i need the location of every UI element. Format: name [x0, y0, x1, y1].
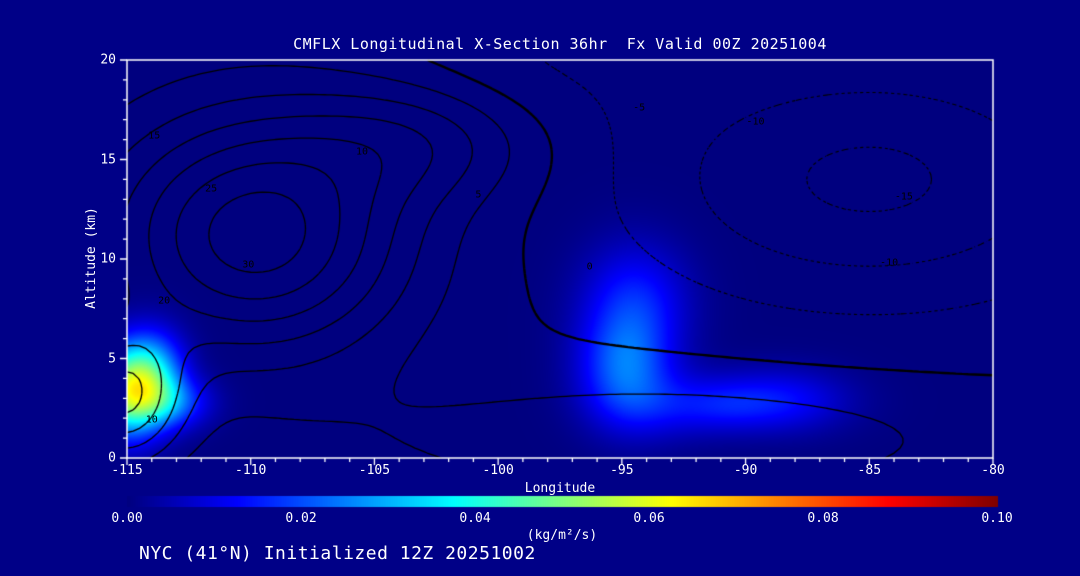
x-axis-label: Longitude: [524, 481, 596, 496]
run-caption: NYC (41°N) Initialized 12Z 20251002: [139, 543, 536, 564]
chart-title: CMFLX Longitudinal X-Section 36hr Fx Val…: [293, 35, 827, 53]
y-axis-label: Altitude (km): [84, 207, 99, 309]
colorbar-unit-label: (kg/m²/s): [526, 528, 598, 543]
